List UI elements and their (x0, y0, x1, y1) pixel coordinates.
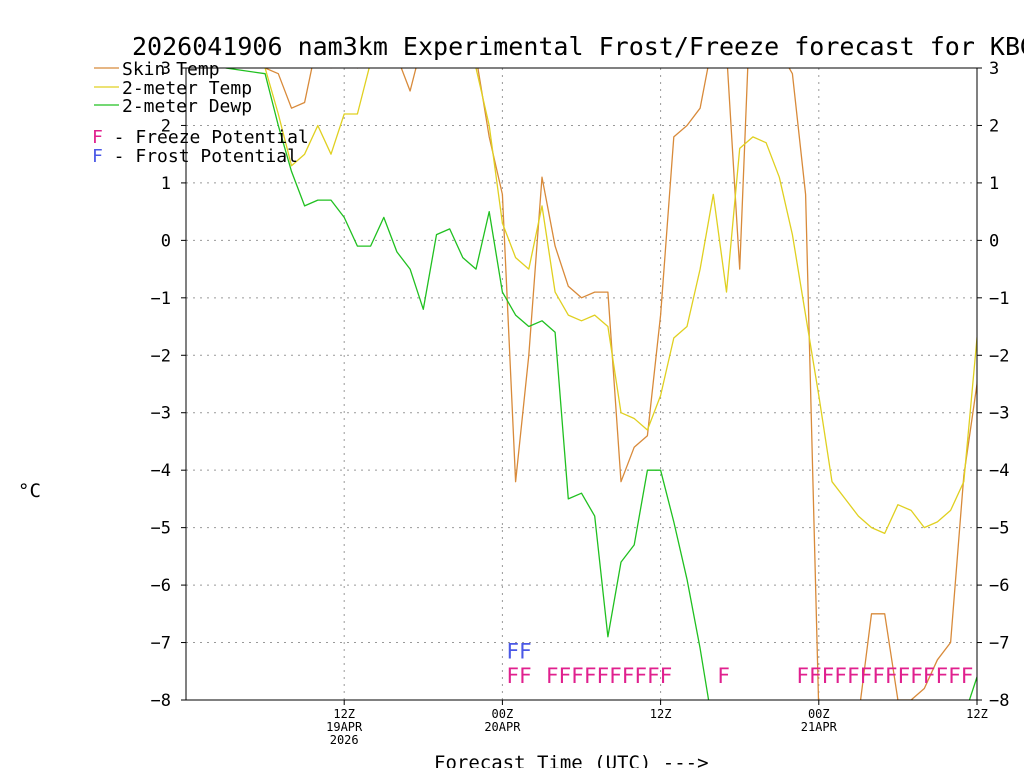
freeze-flags: F (717, 664, 730, 688)
x-tick-label: 12Z (333, 707, 355, 721)
freeze-label: - Freeze Potential (103, 127, 309, 148)
series-layer (225, 68, 977, 700)
y-tick-label-right: 1 (989, 174, 999, 194)
legend-2m-dewp-label: 2-meter Dewp (122, 96, 252, 117)
y-tick-label-left: 3 (161, 59, 171, 79)
series-2-meter-temp (260, 68, 977, 535)
y-tick-label-left: −5 (151, 519, 171, 539)
series-skin-temp (262, 68, 977, 700)
y-tick-label-left: −3 (151, 404, 171, 424)
legend-2m-temp-label: 2-meter Temp (122, 78, 252, 99)
y-tick-label-left: −7 (151, 634, 171, 654)
x-tick-label: 20APR (484, 720, 521, 734)
x-tick-label: 12Z (966, 707, 988, 721)
freeze-flags: FFFFFFFFFFFFFF (796, 664, 973, 688)
y-tick-label-left: −2 (151, 346, 171, 366)
frost-glyph: F (92, 146, 103, 167)
y-tick-label-right: 2 (989, 116, 999, 136)
freeze-flags: FFFFFFFFFF (546, 664, 672, 688)
y-tick-label-right: −6 (989, 576, 1009, 596)
legend-frost-potential: F - Frost Potential (92, 146, 298, 167)
grid-lines (186, 68, 977, 700)
x-axis-label: Forecast Time (UTC) ---> (434, 752, 709, 768)
x-tick-label: 2026 (330, 733, 359, 747)
legend-skin-temp-label: Skin Temp (122, 59, 220, 80)
y-tick-label-right: −4 (989, 461, 1009, 481)
y-tick-label-right: −7 (989, 634, 1009, 654)
y-tick-label-right: −5 (989, 519, 1009, 539)
x-tick-label: 00Z (492, 707, 514, 721)
y-tick-label-right: −1 (989, 289, 1009, 309)
y-tick-label-left: 0 (161, 231, 171, 251)
y-tick-label-right: −3 (989, 404, 1009, 424)
y-tick-label-left: 2 (161, 116, 171, 136)
plot-frame (185, 67, 978, 701)
y-tick-label-right: −2 (989, 346, 1009, 366)
freeze-glyph: F (92, 127, 103, 148)
frost-flags: FF (506, 640, 531, 664)
x-tick-label: 00Z (808, 707, 830, 721)
y-tick-label-left: −6 (151, 576, 171, 596)
chart-title: 2026041906 nam3km Experimental Frost/Fre… (132, 32, 1024, 61)
freeze-flags: FF (506, 664, 531, 688)
legend: Skin Temp 2-meter Temp 2-meter Dewp F - … (92, 59, 309, 167)
y-tick-label-right: −8 (989, 691, 1009, 711)
y-axis-left: 3 2 1 0 −1 −2 −3 −4 −5 −6 −7 −8 (151, 59, 186, 711)
x-tick-label: 21APR (801, 720, 838, 734)
y-tick-label-left: −4 (151, 461, 171, 481)
legend-freeze-potential: F - Freeze Potential (92, 127, 309, 148)
y-axis-right: 3 2 1 0 −1 −2 −3 −4 −5 −6 −7 −8 (977, 59, 1009, 711)
x-tick-label: 12Z (650, 707, 672, 721)
y-tick-label-left: 1 (161, 174, 171, 194)
y-tick-label-left: −1 (151, 289, 171, 309)
y-tick-label-right: 0 (989, 231, 999, 251)
series-2-meter-dewp (225, 68, 977, 700)
x-tick-label: 19APR (326, 720, 363, 734)
y-tick-label-left: −8 (151, 691, 171, 711)
frost-label: - Frost Potential (103, 146, 298, 167)
y-tick-label-right: 3 (989, 59, 999, 79)
y-axis-unit: °C (18, 480, 41, 502)
